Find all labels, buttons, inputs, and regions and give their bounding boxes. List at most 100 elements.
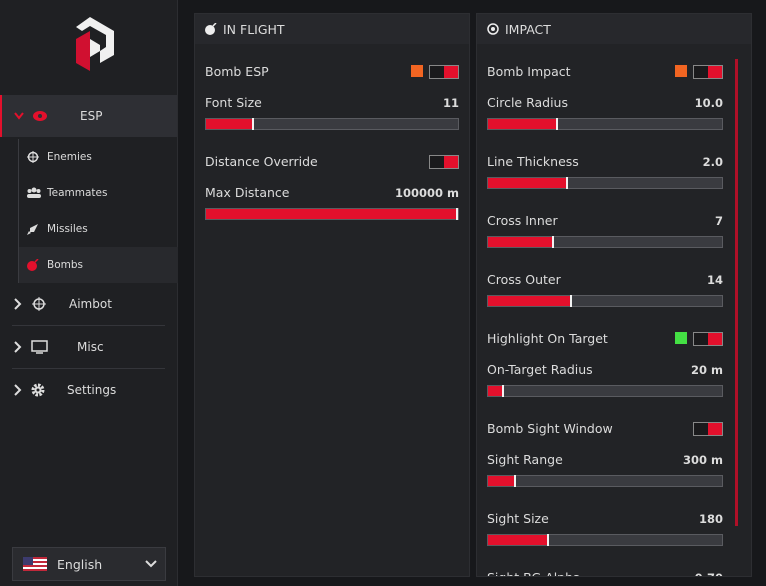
submenu-label: Bombs — [47, 259, 83, 271]
toggle-knob — [708, 333, 722, 345]
submenu-label: Missiles — [47, 223, 88, 235]
language-label: English — [57, 556, 103, 572]
row-value: 10.0 — [694, 96, 723, 110]
slider-fill — [488, 178, 568, 188]
menu-esp[interactable]: ESP — [0, 95, 177, 137]
slider-handle — [565, 177, 568, 189]
slider-handle — [514, 475, 517, 487]
icon — [27, 187, 41, 198]
submenu-item[interactable]: Bombs — [18, 247, 178, 283]
panel-header: IN FLIGHT — [195, 14, 469, 44]
row-label: Font Size — [205, 95, 262, 110]
row-value: 100000 m — [395, 186, 459, 200]
toggle-knob — [708, 66, 722, 78]
menu-icons — [14, 297, 46, 311]
row-value: 0.70 — [695, 570, 723, 576]
slider-fill — [488, 119, 559, 129]
panel-title: IN FLIGHT — [223, 21, 285, 37]
icon — [27, 151, 39, 163]
slider[interactable] — [487, 385, 723, 397]
menu-settings[interactable]: Settings — [0, 369, 177, 411]
slider[interactable] — [205, 208, 459, 220]
slider[interactable] — [487, 475, 723, 487]
row-label: Circle Radius — [487, 95, 568, 110]
slider[interactable] — [487, 177, 723, 189]
slider-fill — [488, 476, 517, 486]
toggle-knob — [708, 423, 722, 435]
slider-fill — [206, 209, 458, 219]
submenu-item[interactable]: Missiles — [18, 211, 178, 247]
row-label: Bomb Impact — [487, 64, 571, 79]
slider-fill — [488, 296, 573, 306]
sidebar: ESP Enemies Teammates Missiles Bombs Aim… — [0, 0, 178, 586]
slider-fill — [488, 386, 505, 396]
flag — [23, 557, 47, 571]
slider-handle — [546, 534, 549, 546]
slider-handle — [251, 118, 254, 130]
icon — [27, 259, 39, 271]
scrollbar[interactable] — [735, 59, 738, 526]
icon — [27, 224, 38, 235]
slider-handle — [456, 208, 458, 220]
row-value: 14 — [706, 273, 723, 287]
row-value: 300 m — [683, 453, 723, 467]
panel-header: IMPACT — [477, 14, 751, 44]
toggle-knob — [444, 66, 458, 78]
menu-misc[interactable]: Misc — [0, 326, 177, 368]
separator — [12, 325, 165, 326]
icon — [205, 23, 217, 35]
row-value: 2.0 — [702, 155, 723, 169]
row-label: Max Distance — [205, 185, 290, 200]
separator — [12, 368, 165, 369]
row-value: 180 — [698, 512, 723, 526]
toggle[interactable] — [693, 65, 723, 79]
panel: IMPACT Bomb Impact Circle Radius 10.0 Line … — [476, 13, 752, 577]
menu-label: Aimbot — [69, 297, 112, 311]
slider-handle — [556, 118, 559, 130]
slider-fill — [488, 237, 554, 247]
row-label: Distance Override — [205, 154, 318, 169]
toggle[interactable] — [693, 332, 723, 346]
toggle[interactable] — [429, 155, 459, 169]
row-label: Sight Size — [487, 511, 549, 526]
menu-icons — [14, 383, 45, 397]
toggle[interactable] — [429, 65, 459, 79]
menu-icons — [14, 111, 47, 121]
slider-fill — [206, 119, 254, 129]
panel-title: IMPACT — [505, 21, 551, 37]
slider[interactable] — [487, 118, 723, 130]
slider-handle — [570, 295, 573, 307]
slider[interactable] — [487, 236, 723, 248]
toggle-knob — [444, 156, 458, 168]
row-label: On-Target Radius — [487, 362, 593, 377]
row-value: 11 — [442, 96, 459, 110]
slider[interactable] — [487, 295, 723, 307]
color-swatch[interactable] — [675, 65, 687, 77]
row-value: 20 m — [691, 363, 723, 377]
menu-icons — [14, 340, 48, 354]
menu-aimbot[interactable]: Aimbot — [0, 283, 177, 325]
row-label: Sight BG Alpha — [487, 570, 581, 576]
row-label: Cross Outer — [487, 272, 561, 287]
slider[interactable] — [205, 118, 459, 130]
slider[interactable] — [487, 534, 723, 546]
language-select[interactable]: English — [12, 547, 166, 581]
logo — [76, 17, 114, 71]
color-swatch[interactable] — [675, 332, 687, 344]
row-label: Sight Range — [487, 452, 563, 467]
row-label: Line Thickness — [487, 154, 579, 169]
slider-fill — [488, 535, 549, 545]
color-swatch[interactable] — [411, 65, 423, 77]
row-label: Highlight On Target — [487, 331, 608, 346]
slider-handle — [551, 236, 554, 248]
menu-label: Misc — [77, 340, 104, 354]
submenu-item[interactable]: Teammates — [18, 175, 178, 211]
submenu-label: Enemies — [47, 151, 92, 163]
toggle[interactable] — [693, 422, 723, 436]
submenu-item[interactable]: Enemies — [18, 139, 178, 175]
chevron — [145, 560, 157, 568]
slider-handle — [502, 385, 505, 397]
panel: IN FLIGHT Bomb ESP Font Size 11 Distance Ov… — [194, 13, 470, 577]
icon — [487, 23, 499, 35]
